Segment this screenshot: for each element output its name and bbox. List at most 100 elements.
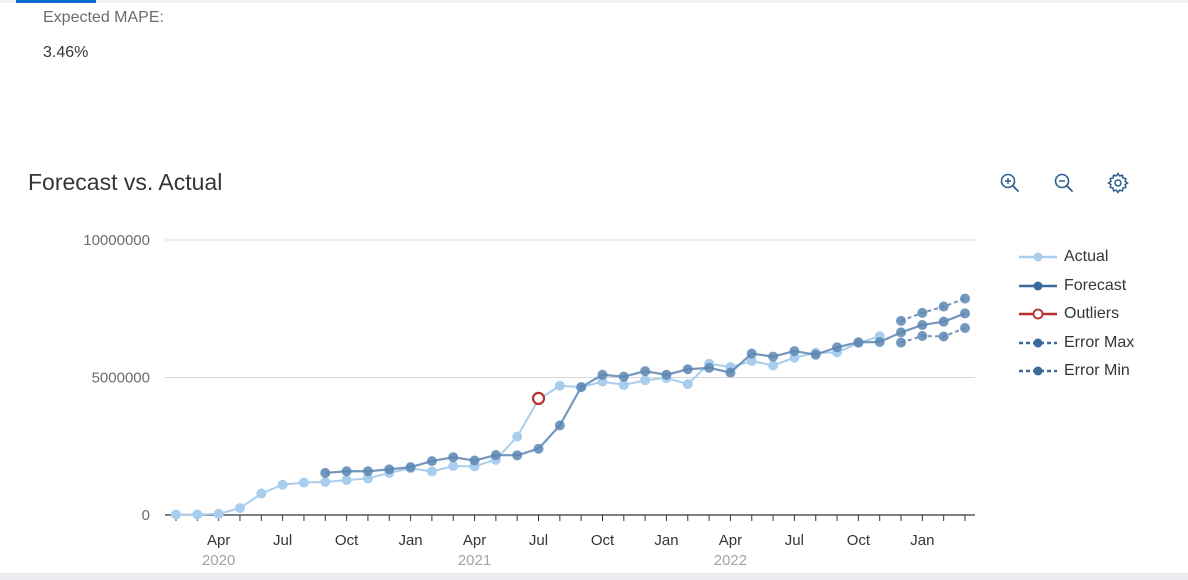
forecast-point bbox=[448, 452, 459, 463]
forecast-point bbox=[853, 337, 864, 348]
y-tick-label: 0 bbox=[142, 507, 150, 524]
forecast-point bbox=[405, 462, 416, 473]
chart-title: Forecast vs. Actual bbox=[28, 169, 223, 195]
error-min-point bbox=[960, 323, 970, 333]
actual-point bbox=[448, 461, 459, 472]
actual-point bbox=[618, 379, 629, 390]
forecast-point bbox=[725, 367, 736, 378]
x-tick-label: Apr bbox=[719, 532, 742, 549]
legend-item-actual[interactable]: Actual bbox=[1018, 243, 1134, 272]
legend-swatch-error-max bbox=[1019, 338, 1057, 348]
x-tick-label: Oct bbox=[335, 532, 359, 549]
x-tick-label: Apr bbox=[463, 532, 486, 549]
actual-point bbox=[277, 479, 288, 490]
zoom-out-icon bbox=[1054, 173, 1073, 192]
forecast-point bbox=[597, 369, 608, 380]
x-tick-label: Jul bbox=[273, 532, 292, 549]
forecast-point bbox=[554, 420, 565, 431]
actual-point bbox=[768, 360, 779, 371]
actual-point bbox=[171, 509, 181, 520]
forecast-point bbox=[874, 337, 885, 348]
x-year-label: 2020 bbox=[202, 552, 235, 569]
zoom-in-icon bbox=[1000, 173, 1019, 192]
forecast-point bbox=[810, 349, 821, 360]
forecast-point bbox=[490, 450, 501, 461]
actual-point bbox=[746, 356, 757, 366]
x-tick-label: Jan bbox=[398, 532, 422, 549]
forecast-series-line bbox=[325, 312, 966, 475]
error-max-point bbox=[960, 293, 970, 304]
legend-item-error-max[interactable]: Error Max bbox=[1018, 329, 1134, 358]
y-tick-label: 5000000 bbox=[92, 370, 150, 387]
forecast-point bbox=[938, 316, 949, 327]
actual-point bbox=[362, 473, 373, 484]
settings-button[interactable] bbox=[1104, 169, 1132, 197]
legend-swatch-actual bbox=[1019, 252, 1057, 262]
forecast-point bbox=[426, 456, 437, 467]
x-tick-label: Apr bbox=[207, 532, 230, 549]
x-tick-label: Jan bbox=[910, 532, 934, 549]
legend-swatch-outliers bbox=[1019, 308, 1057, 320]
actual-point bbox=[640, 375, 651, 386]
legend-label-forecast: Forecast bbox=[1064, 276, 1127, 294]
forecast-point bbox=[341, 466, 352, 477]
forecast-point bbox=[362, 466, 373, 477]
gear-icon bbox=[1107, 172, 1129, 194]
actual-point bbox=[320, 477, 331, 487]
forecast-point bbox=[704, 362, 715, 373]
mape-label: Expected MAPE: bbox=[43, 9, 164, 26]
actual-point bbox=[597, 376, 608, 387]
legend-swatch-error-min bbox=[1019, 366, 1057, 376]
forecast-point bbox=[917, 319, 928, 330]
forecast-point bbox=[512, 450, 523, 461]
error-max-point bbox=[938, 301, 949, 312]
actual-point bbox=[682, 379, 693, 390]
forecast-point bbox=[618, 371, 629, 382]
legend-label-outliers: Outliers bbox=[1064, 305, 1120, 323]
legend-item-outliers[interactable]: Outliers bbox=[1018, 300, 1134, 329]
legend-item-error-min[interactable]: Error Min bbox=[1018, 357, 1134, 386]
x-tick-label: Jan bbox=[654, 532, 678, 549]
forecast-point bbox=[789, 346, 800, 357]
legend-label-error-max: Error Max bbox=[1064, 333, 1135, 351]
y-tick-label: 10000000 bbox=[83, 232, 150, 249]
actual-point bbox=[512, 431, 523, 442]
legend-label-error-min: Error Min bbox=[1064, 362, 1130, 380]
forecast-point bbox=[640, 366, 651, 377]
forecast-point bbox=[320, 467, 331, 478]
chart-legend: Actual Forecast Outliers Error Max Error… bbox=[1018, 243, 1134, 386]
zoom-out-button[interactable] bbox=[1050, 169, 1078, 197]
legend-swatch-forecast bbox=[1019, 281, 1057, 291]
forecast-point bbox=[469, 455, 480, 466]
forecast-point bbox=[896, 327, 907, 338]
error-max-line bbox=[900, 297, 966, 322]
forecast-point bbox=[682, 364, 693, 375]
x-year-label: 2021 bbox=[458, 552, 491, 569]
actual-point bbox=[192, 509, 203, 520]
bottom-rule bbox=[0, 573, 1188, 580]
forecast-point bbox=[533, 443, 544, 454]
x-tick-label: Oct bbox=[591, 532, 615, 549]
error-min-point bbox=[896, 337, 907, 348]
actual-point bbox=[341, 475, 352, 486]
mape-value: 3.46% bbox=[43, 44, 89, 61]
forecast-point bbox=[746, 348, 757, 359]
error-max-point bbox=[896, 315, 907, 326]
error-min-point bbox=[938, 331, 949, 342]
forecast-point bbox=[384, 464, 395, 475]
forecast-point bbox=[661, 369, 672, 380]
zoom-in-button[interactable] bbox=[996, 169, 1024, 197]
outlier-point bbox=[531, 391, 546, 405]
active-tab-indicator bbox=[16, 0, 96, 3]
forecast-point bbox=[960, 308, 970, 319]
actual-point bbox=[426, 466, 437, 477]
legend-item-forecast[interactable]: Forecast bbox=[1018, 272, 1134, 301]
actual-point bbox=[213, 508, 224, 519]
x-tick-label: Jul bbox=[529, 532, 548, 549]
actual-point bbox=[256, 488, 267, 499]
legend-label-actual: Actual bbox=[1064, 248, 1109, 266]
actual-series-line bbox=[176, 335, 881, 516]
forecast-point bbox=[576, 382, 587, 393]
x-tick-label: Jul bbox=[785, 532, 804, 549]
